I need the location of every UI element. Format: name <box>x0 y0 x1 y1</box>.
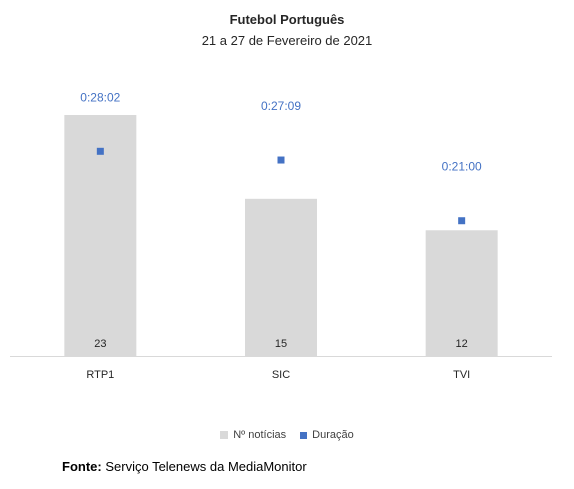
duration-data-label: 0:21:00 <box>442 160 482 174</box>
chart-subtitle: 21 a 27 de Fevereiro de 2021 <box>201 33 373 48</box>
x-tick-label: SIC <box>272 369 290 381</box>
source-label: Fonte: <box>62 459 102 474</box>
legend-bar-swatch <box>220 431 229 439</box>
duration-point-tvi <box>458 217 466 225</box>
chart-title: Futebol Português <box>229 12 345 27</box>
bar-data-label: 15 <box>275 338 287 350</box>
legend-item-news-count: Nº notícias <box>220 429 286 441</box>
source-note: Fonte: Serviço Telenews da MediaMonitor <box>62 459 307 474</box>
chart-legend: Nº notícias Duração <box>0 429 574 441</box>
legend-label-news-count: Nº notícias <box>233 429 287 441</box>
duration-point-sic <box>277 156 285 164</box>
duration-point-rtp1 <box>96 147 104 155</box>
source-text: Serviço Telenews da MediaMonitor <box>105 459 307 474</box>
x-tick-label: RTP1 <box>86 369 114 381</box>
legend-point-swatch <box>300 431 308 439</box>
legend-item-duration: Duração <box>300 429 354 441</box>
bar-tvi <box>425 230 498 356</box>
duration-data-label: 0:28:02 <box>80 90 120 104</box>
duration-data-label: 0:27:09 <box>261 99 301 113</box>
bar-data-label: 23 <box>94 338 106 350</box>
bar-data-label: 12 <box>456 338 468 350</box>
bar-sic <box>245 198 317 356</box>
combo-chart: 23 0:28:02 RTP1 15 0:27:09 SIC 12 0:21:00 TVI <box>10 90 552 381</box>
legend-label-duration: Duração <box>312 429 354 441</box>
x-tick-label: TVI <box>453 369 470 381</box>
bar-rtp1 <box>64 115 137 356</box>
